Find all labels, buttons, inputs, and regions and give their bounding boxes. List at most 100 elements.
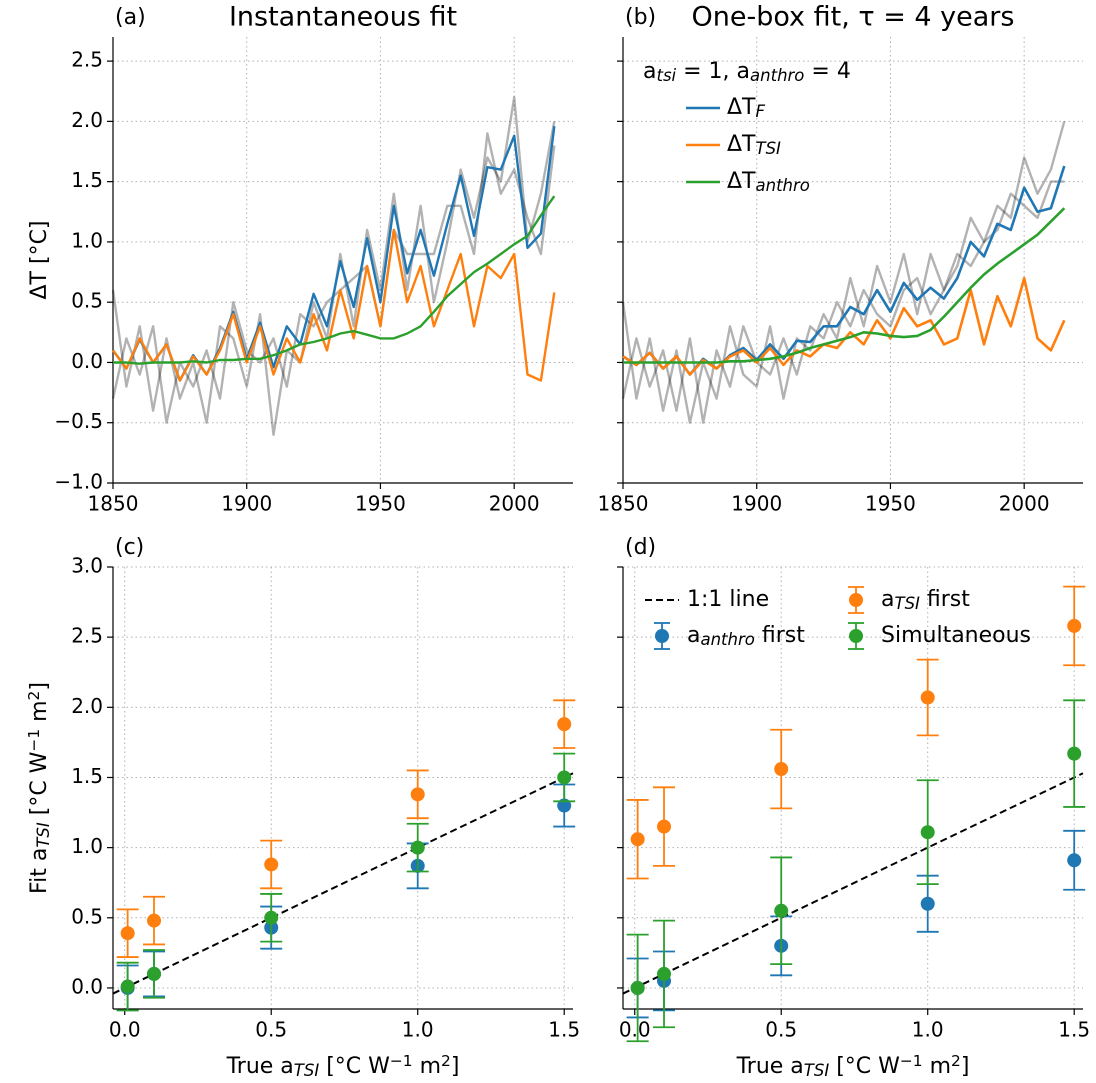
text-part: a	[881, 587, 894, 612]
y-tick-label: 1.5	[71, 764, 103, 788]
text-part: ΔT	[727, 132, 756, 157]
series-line	[112, 126, 556, 382]
point	[557, 717, 572, 732]
subscript: anthro	[750, 66, 804, 85]
legend-label: ΔTF	[727, 95, 766, 121]
text-part: ΔT	[727, 169, 756, 194]
legend-swatch	[849, 629, 863, 643]
text-part: 1:1 line	[687, 587, 769, 612]
text-part: m	[27, 700, 52, 728]
text-part: first	[755, 623, 805, 648]
point	[920, 825, 935, 840]
text-part: ΔT	[727, 95, 756, 120]
x-tick-label: 1.5	[548, 1018, 580, 1042]
x-tick-label: 1900	[731, 492, 782, 516]
x-tick-label: 0.0	[109, 1018, 141, 1042]
series-line	[113, 195, 556, 365]
text-part: ]	[451, 1054, 460, 1079]
text-part: m	[923, 1054, 951, 1079]
point	[630, 832, 645, 847]
point	[774, 762, 789, 777]
x-axis-label: True aTSI [°C W−1 m2]	[226, 1052, 460, 1080]
superscript: 2	[951, 1052, 961, 1070]
y-tick-label: 3.0	[71, 554, 103, 578]
legend-label: aTSI first	[881, 587, 970, 613]
annotation: atsi = 1, aanthro = 4	[643, 59, 851, 85]
legend-swatch	[655, 629, 669, 643]
text-part: ΔT [°C]	[27, 220, 52, 299]
panel-label: (a)	[115, 5, 146, 30]
text-part: True a	[226, 1054, 294, 1079]
point	[657, 966, 672, 981]
point	[920, 690, 935, 705]
superscript: 2	[441, 1052, 451, 1070]
x-tick-label: 1.0	[402, 1018, 434, 1042]
point	[147, 966, 162, 981]
y-tick-label: 2.5	[71, 48, 103, 72]
superscript: −1	[25, 729, 43, 752]
text-part: = 1, a	[676, 59, 750, 84]
y-tick-label: 1.0	[71, 834, 103, 858]
panel-label: (d)	[625, 535, 656, 560]
x-tick-label: 1950	[355, 492, 406, 516]
y-tick-label: −0.5	[54, 409, 103, 433]
point	[1067, 746, 1082, 761]
legend-label: 1:1 line	[687, 587, 769, 612]
x-tick-label: 2000	[489, 492, 540, 516]
text-part: [°C W	[27, 751, 52, 822]
subscript: anthro	[700, 630, 754, 649]
superscript: −1	[390, 1052, 413, 1070]
series-line	[621, 180, 1065, 424]
subscript: TSI	[804, 1061, 830, 1080]
subscript: TSI	[894, 594, 920, 613]
x-tick-label: 1.5	[1058, 1018, 1090, 1042]
x-tick-label: 1850	[88, 492, 139, 516]
text-part: a	[687, 623, 700, 648]
subscript: F	[756, 102, 766, 121]
text-part: [°C W	[319, 1054, 390, 1079]
point	[630, 980, 645, 995]
y-tick-label: 1.0	[71, 228, 103, 252]
y-tick-label: 0.0	[71, 349, 103, 373]
point	[410, 840, 425, 855]
x-tick-label: 1850	[598, 492, 649, 516]
x-tick-label: 1900	[221, 492, 272, 516]
subscript: tsi	[656, 66, 676, 85]
x-tick-label: 0.5	[255, 1018, 287, 1042]
legend-label: ΔTTSI	[727, 132, 781, 158]
point	[120, 979, 135, 994]
legend-label: aanthro first	[687, 623, 805, 649]
y-tick-label: 2.0	[71, 108, 103, 132]
point	[557, 770, 572, 785]
panel-label: (b)	[625, 5, 656, 30]
panel-title: One-box fit, τ = 4 years	[692, 2, 1015, 33]
x-axis-label: True aTSI [°C W−1 m2]	[736, 1052, 970, 1080]
x-tick-label: 1.0	[912, 1018, 944, 1042]
text-part: Fit a	[27, 848, 52, 894]
panel-label: (c)	[115, 535, 144, 560]
text-part: m	[413, 1054, 441, 1079]
x-tick-label: 2000	[999, 492, 1050, 516]
y-tick-label: 0.5	[71, 289, 103, 313]
text-part: first	[920, 587, 970, 612]
point	[920, 896, 935, 911]
series-line	[623, 207, 1066, 364]
text-part: Simultaneous	[881, 623, 1031, 648]
superscript: 2	[25, 691, 43, 701]
y-axis-label: Fit aTSI [°C W−1 m2]	[25, 682, 53, 894]
text-part: = 4	[804, 59, 850, 84]
text-part: ]	[961, 1054, 970, 1079]
point	[1067, 618, 1082, 633]
reference-line	[622, 772, 1084, 995]
point	[774, 903, 789, 918]
y-tick-label: 2.5	[71, 624, 103, 648]
text-part: a	[643, 59, 656, 84]
legend-label: Simultaneous	[881, 623, 1031, 648]
point	[410, 787, 425, 802]
point	[657, 819, 672, 834]
subscript: TSI	[294, 1061, 320, 1080]
text-part: True a	[736, 1054, 804, 1079]
y-tick-label: 1.5	[71, 168, 103, 192]
